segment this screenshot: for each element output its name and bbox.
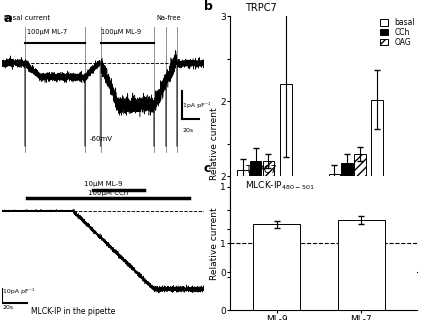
Text: b: b [204, 0, 213, 13]
Y-axis label: Relative current: Relative current [210, 207, 219, 279]
Text: 20s: 20s [182, 128, 193, 133]
Text: Na-free: Na-free [157, 15, 181, 21]
Text: [ML9] (μM): [ML9] (μM) [256, 301, 302, 310]
Text: c: c [204, 162, 211, 175]
Bar [253, 224, 300, 310]
Bar [263, 161, 274, 272]
Text: MLCK-IP$_{480-501}$: MLCK-IP$_{480-501}$ [245, 180, 315, 192]
Bar [280, 84, 291, 272]
Bar [250, 161, 262, 272]
Text: a: a [4, 12, 12, 25]
Text: basal current: basal current [4, 15, 50, 21]
Bar [371, 100, 383, 272]
Text: TRPC7: TRPC7 [245, 165, 277, 175]
Text: 20s: 20s [2, 305, 13, 310]
Text: 10μM ML-9: 10μM ML-9 [84, 181, 123, 187]
Bar [341, 163, 353, 272]
Text: [ML7] (μM): [ML7] (μM) [350, 301, 395, 310]
Bar [354, 154, 366, 272]
Text: 1pA pF⁻¹: 1pA pF⁻¹ [183, 102, 211, 108]
Text: 100μM ML-9: 100μM ML-9 [101, 29, 141, 35]
Bar [237, 170, 249, 272]
Text: -60mV: -60mV [89, 136, 112, 142]
Bar [338, 220, 385, 310]
Legend: basal, CCh, OAG: basal, CCh, OAG [380, 17, 415, 47]
Text: MLCK-IP in the pipette: MLCK-IP in the pipette [31, 307, 115, 316]
Text: 100μM CCh: 100μM CCh [88, 190, 129, 196]
Text: TRPC7: TRPC7 [245, 4, 277, 13]
Bar [328, 174, 340, 272]
Y-axis label: Relative current: Relative current [210, 108, 219, 180]
Text: 10pA pF⁻¹: 10pA pF⁻¹ [3, 288, 35, 294]
Text: 100μM ML-7: 100μM ML-7 [27, 29, 67, 35]
